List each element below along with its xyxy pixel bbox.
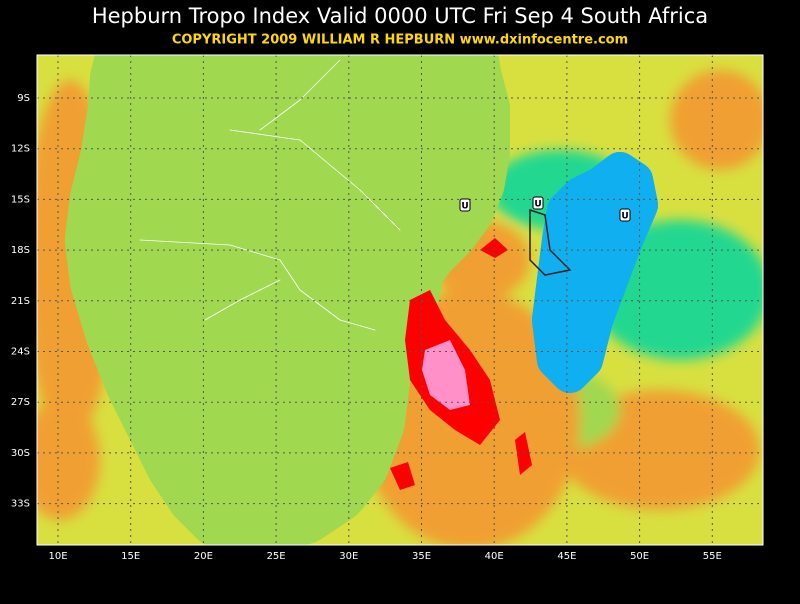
contour — [529, 208, 572, 276]
continent — [65, 55, 658, 545]
map-field — [37, 55, 763, 545]
lon-label: 55E — [703, 551, 722, 562]
orange-area — [37, 400, 100, 520]
subtitle: COPYRIGHT 2009 WILLIAM R HEPBURN www.dxi… — [172, 33, 628, 48]
lat-label: 18S — [11, 245, 30, 256]
lat-label: 21S — [11, 296, 30, 307]
red-area — [515, 432, 532, 475]
lon-label: 40E — [485, 551, 504, 562]
high-index — [390, 208, 572, 490]
map-frame — [36, 54, 764, 546]
pink-area — [422, 340, 470, 410]
lon-label: 15E — [121, 551, 140, 562]
lon-label: 20E — [194, 551, 213, 562]
grid — [37, 55, 763, 545]
axis-labels: 9S 12S 15S 18S 21S 24S 27S 30S 33S 10E 15E 20E 25E 30… — [11, 93, 722, 562]
title: Hepburn Tropo Index Valid 0000 UTC Fri S… — [92, 4, 708, 28]
borders — [139, 59, 401, 331]
lat-label: 24S — [11, 347, 30, 358]
lon-label: 35E — [412, 551, 431, 562]
marker-box — [532, 196, 544, 210]
marker-box — [459, 198, 471, 212]
marker-label: U — [461, 202, 468, 212]
lat-label: 30S — [11, 448, 30, 459]
lon-label: 25E — [267, 551, 286, 562]
lat-label: 33S — [11, 499, 30, 510]
red-area — [390, 462, 415, 490]
orange-area — [670, 70, 763, 170]
lon-label: 45E — [557, 551, 576, 562]
lon-label: 30E — [339, 551, 358, 562]
lat-label: 27S — [11, 397, 30, 408]
marker-label: U — [534, 200, 541, 210]
lon-label: 10E — [48, 551, 67, 562]
lat-label: 9S — [17, 93, 30, 104]
lon-label: 50E — [630, 551, 649, 562]
lat-label: 15S — [11, 194, 30, 205]
marker-label: U — [621, 212, 628, 222]
lat-label: 12S — [11, 144, 30, 155]
marker-box — [619, 208, 631, 222]
